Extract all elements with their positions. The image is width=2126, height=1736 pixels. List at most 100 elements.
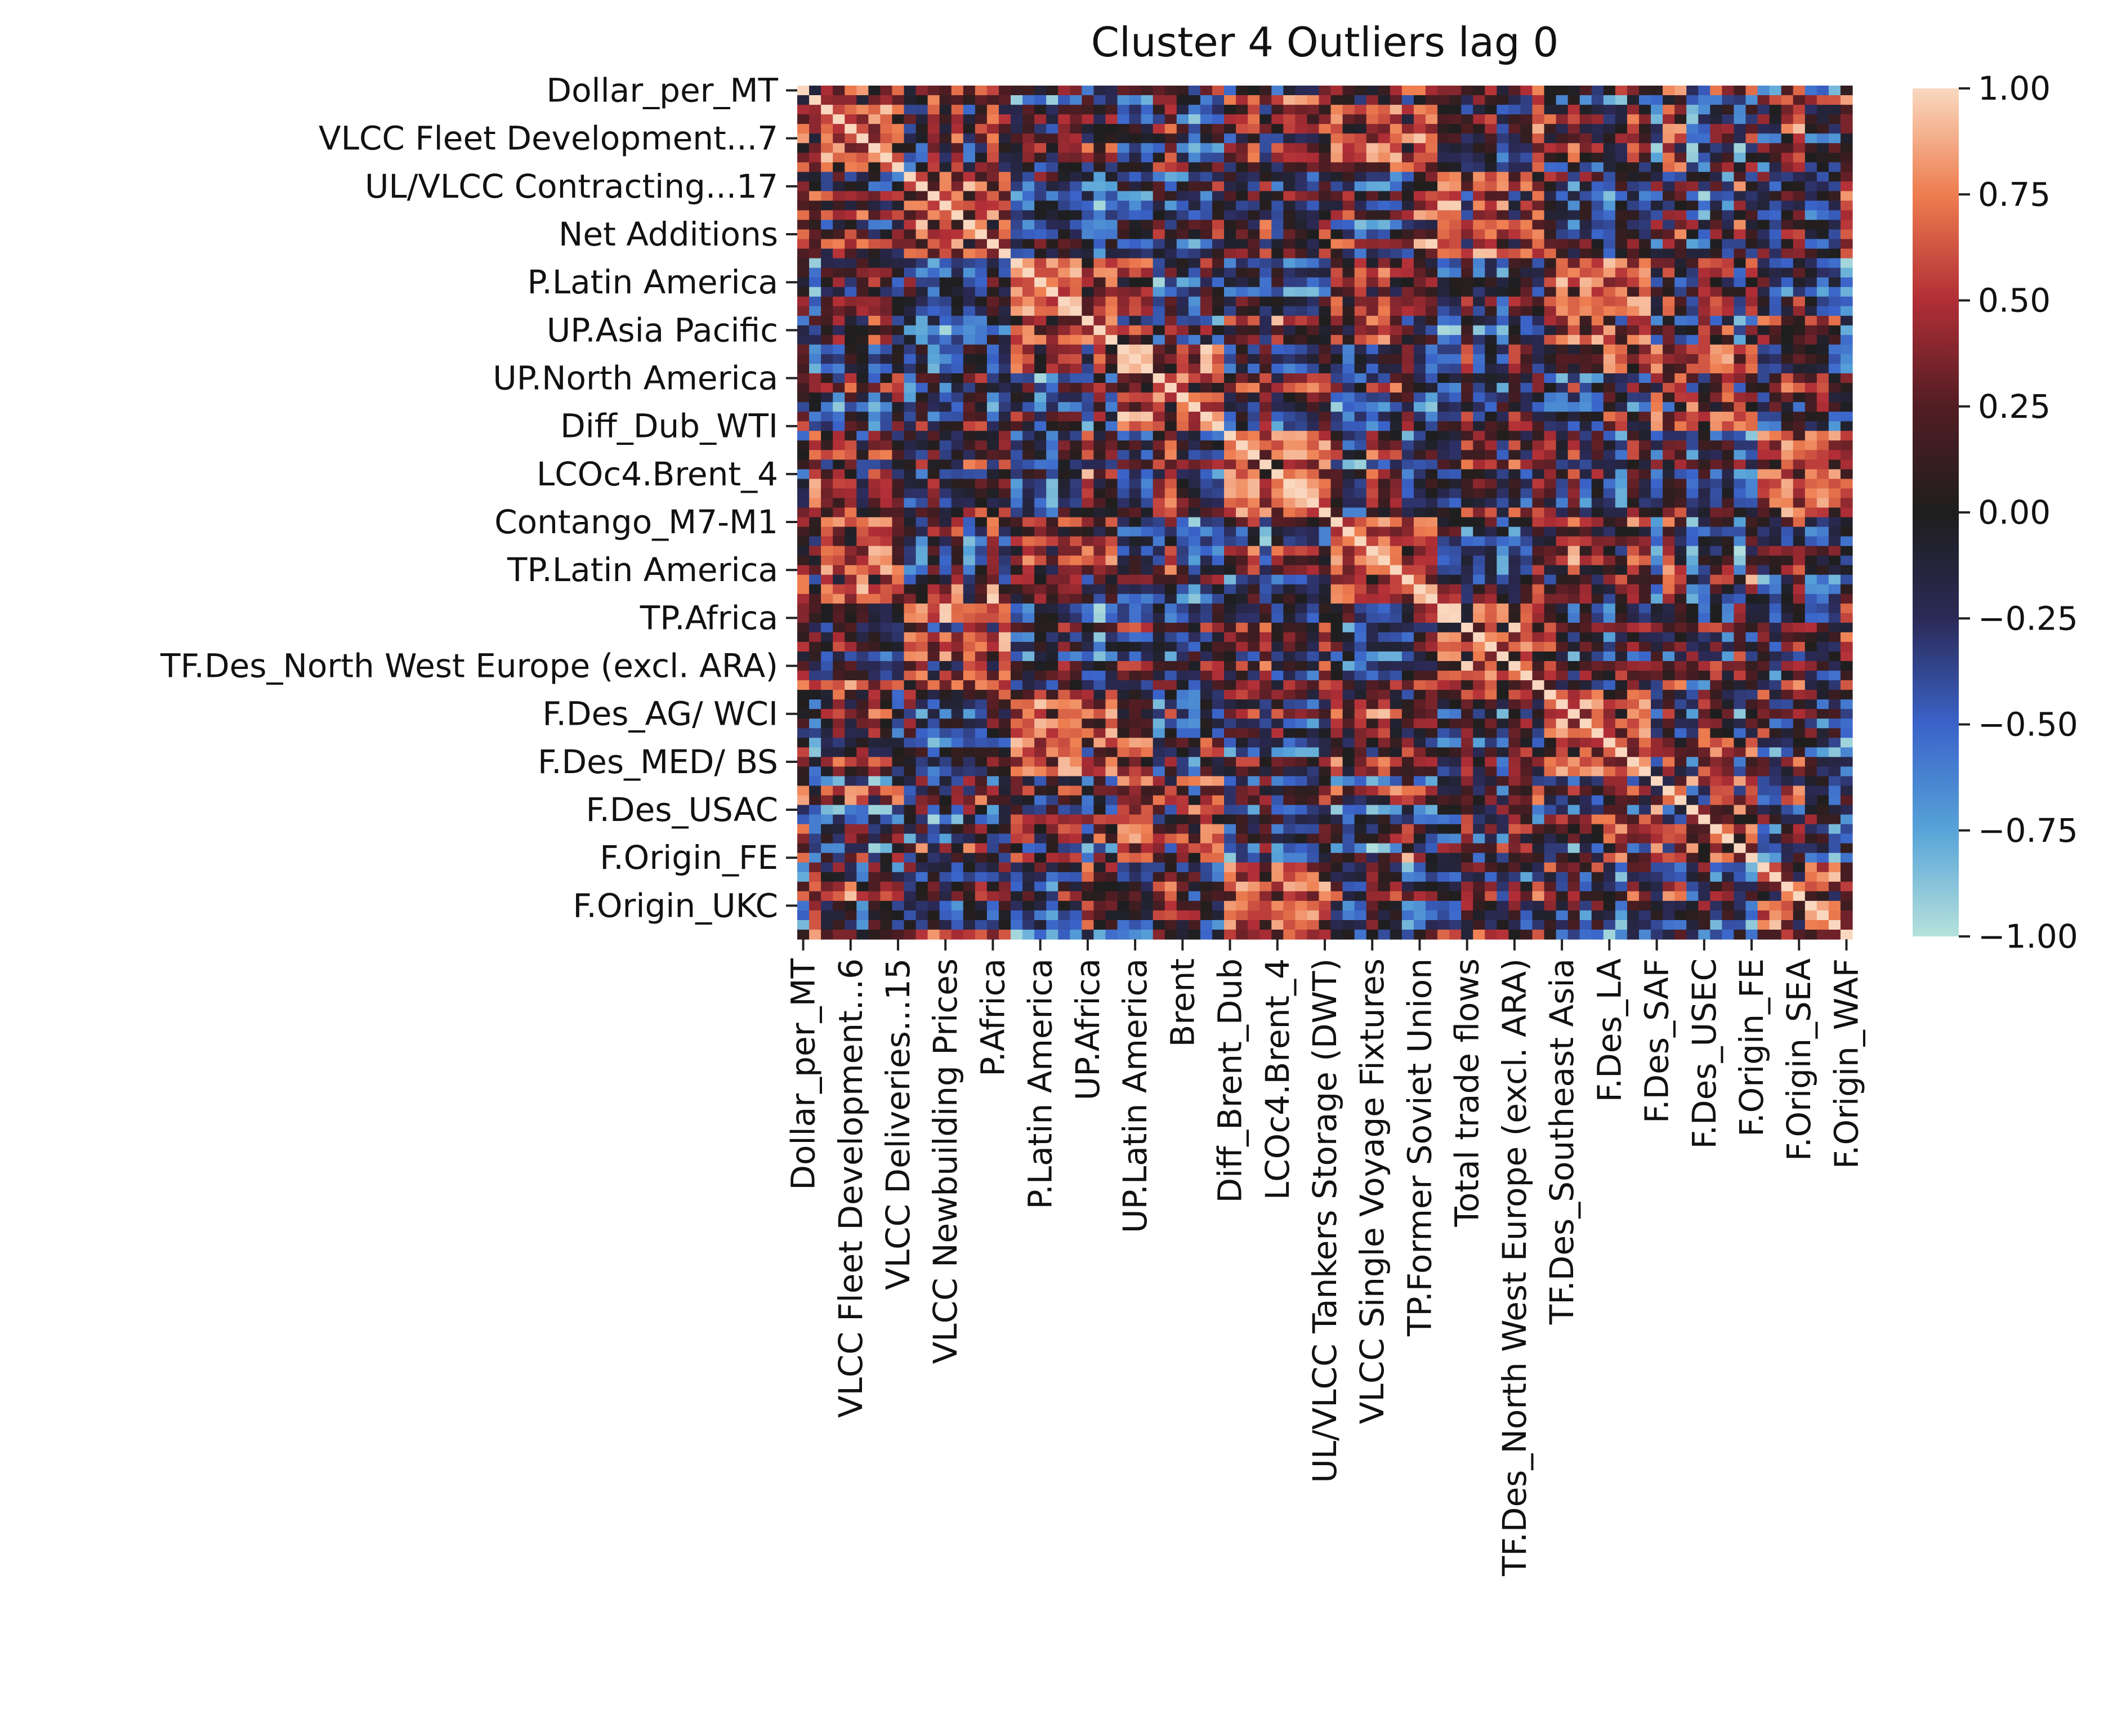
heatmap-cell [1093,555,1106,566]
heatmap-cell [845,124,857,134]
heatmap-cell [1176,287,1189,297]
heatmap-cell [1722,239,1735,249]
heatmap-cell [1769,469,1782,479]
heatmap-cell [1046,593,1058,604]
heatmap-cell [1236,220,1248,230]
heatmap-cell [1011,507,1023,518]
heatmap-cell [1330,479,1343,489]
heatmap-cell [951,498,964,508]
heatmap-cell [1011,267,1023,278]
heatmap-cell [1283,200,1296,211]
heatmap-cell [1200,200,1213,211]
heatmap-cell [856,162,869,172]
heatmap-cell [821,593,833,604]
heatmap-cell [1425,95,1438,105]
heatmap-cell [797,229,810,240]
heatmap-cell [963,296,976,307]
heatmap-cell [1390,450,1403,460]
heatmap-cell [1603,153,1616,163]
heatmap-cell [1828,210,1841,221]
heatmap-cell [1093,603,1106,614]
heatmap-cell [1046,181,1058,191]
heatmap-cell [1556,315,1569,326]
heatmap-cell [927,114,940,124]
heatmap-cell [939,421,952,431]
heatmap-cell [821,622,833,633]
heatmap-cell [1378,325,1391,336]
heatmap-cell [1224,536,1236,547]
heatmap-cell [963,95,976,105]
heatmap-cell [1745,86,1758,96]
heatmap-cell [1745,383,1758,393]
heatmap-cell [951,210,964,221]
heatmap-cell [1058,86,1070,96]
heatmap-cell [1378,210,1391,221]
heatmap-cell [1627,593,1640,604]
heatmap-cell [1259,258,1272,269]
heatmap-cell [797,402,810,412]
heatmap-cell [1816,363,1829,374]
heatmap-cell [1828,555,1841,566]
heatmap-cell [1046,172,1058,182]
heatmap-cell [1425,459,1438,470]
heatmap-cell [1022,124,1035,134]
heatmap-cell [1651,229,1663,240]
heatmap-cell [1840,479,1853,489]
heatmap-cell [1615,440,1628,450]
heatmap-cell [986,565,999,575]
heatmap-cell [1793,258,1806,269]
heatmap-cell [1734,488,1747,499]
heatmap-cell [1271,469,1284,479]
heatmap-cell [1271,373,1284,383]
heatmap-cell [1686,383,1699,393]
heatmap-cell [1390,431,1403,441]
heatmap-cell [1840,546,1853,556]
heatmap-cell [1129,469,1142,479]
heatmap-cell [1437,210,1450,221]
heatmap-cell [1816,229,1829,240]
heatmap-cell [1342,172,1355,182]
heatmap-cell [1188,574,1201,585]
heatmap-cell [1828,546,1841,556]
heatmap-cell [1651,488,1663,499]
heatmap-cell [1828,412,1841,422]
heatmap-cell [892,469,905,479]
heatmap-cell [1663,383,1675,393]
heatmap-cell [915,402,928,412]
heatmap-cell [1401,124,1414,134]
heatmap-cell [951,479,964,489]
heatmap-cell [1663,258,1675,269]
heatmap-cell [1579,613,1592,623]
heatmap-cell [1058,469,1070,479]
heatmap-cell [1722,287,1735,297]
heatmap-cell [1674,363,1687,374]
heatmap-cell [951,488,964,499]
heatmap-cell [1366,526,1379,537]
heatmap-cell [1093,114,1106,124]
heatmap-cell [1164,95,1177,105]
heatmap-cell [1342,354,1355,364]
heatmap-cell [1307,86,1320,96]
heatmap-cell [1473,383,1485,393]
heatmap-cell [1342,296,1355,307]
heatmap-cell [1781,86,1794,96]
heatmap-cell [1816,114,1829,124]
heatmap-cell [1627,574,1640,585]
heatmap-cell [1674,593,1687,604]
heatmap-cell [915,210,928,221]
heatmap-cell [1378,315,1391,326]
heatmap-cell [868,622,881,633]
heatmap-cell [1271,210,1284,221]
heatmap-cell [1093,277,1106,288]
heatmap-cell [1651,124,1663,134]
heatmap-cell [975,613,988,623]
heatmap-cell [1449,181,1462,191]
heatmap-cell [1449,229,1462,240]
heatmap-cell [1449,325,1462,336]
heatmap-cell [1651,412,1663,422]
heatmap-cell [1722,584,1735,595]
heatmap-cell [1046,526,1058,537]
heatmap-cell [1769,440,1782,450]
heatmap-cell [1805,229,1817,240]
heatmap-cell [1212,565,1225,575]
